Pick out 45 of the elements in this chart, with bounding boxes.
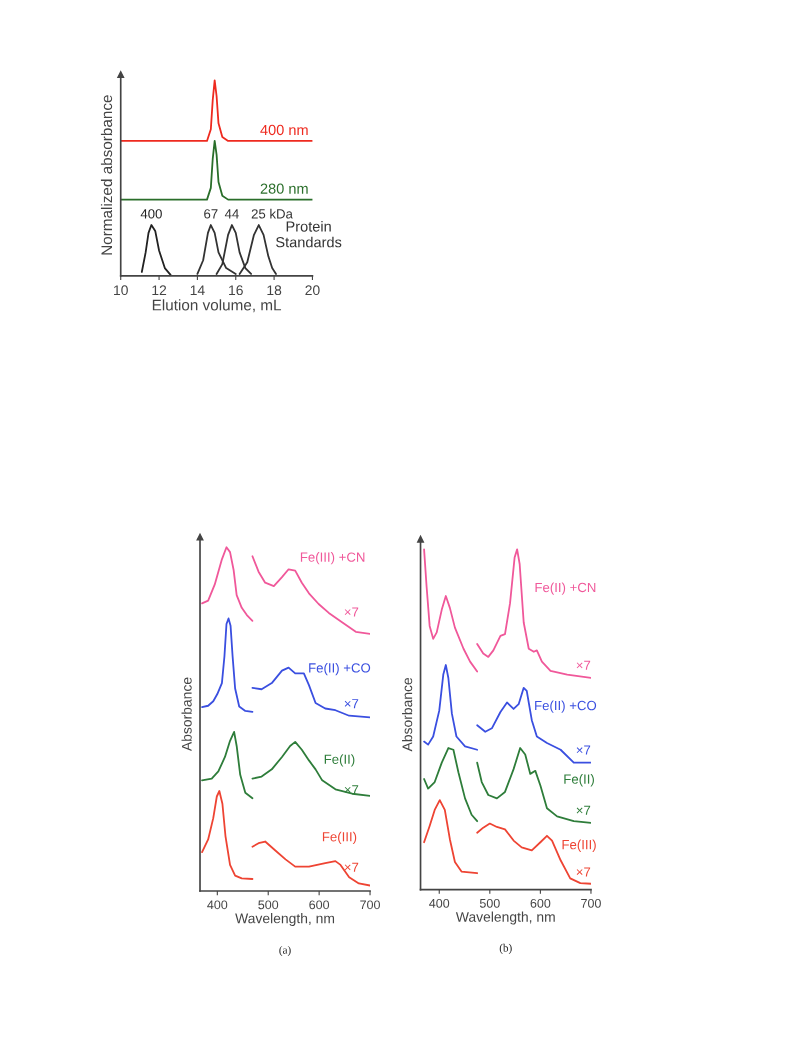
annotation: ×7	[344, 785, 359, 795]
x-tick-label: 700	[360, 900, 380, 910]
series-label: 400 nm	[260, 124, 308, 136]
x-axis-title: Elution volume, mL	[152, 299, 282, 313]
x-tick-label: 600	[530, 898, 551, 908]
x-tick-label: 10	[114, 285, 128, 296]
annotation: ×7	[576, 745, 591, 755]
x-tick-label: 700	[581, 898, 601, 908]
series-label: 67	[204, 209, 218, 219]
series-label: Fe(III)	[322, 831, 357, 845]
x-tick-label: 500	[479, 898, 500, 908]
x-tick-label: 18	[267, 285, 282, 296]
series-label: 44	[224, 209, 239, 219]
x-tick-label: 16	[229, 285, 243, 296]
series-label: 400	[140, 209, 162, 219]
x-tick-label: 12	[152, 285, 167, 295]
x-tick-label: 400	[207, 900, 228, 910]
text: (a)	[279, 945, 291, 956]
y-axis-title: Normalized absorbance	[100, 95, 113, 255]
x-axis-title: Wavelength, nm	[455, 911, 555, 925]
annotation: ×7	[344, 699, 359, 709]
series-label: 280 nm	[260, 183, 308, 194]
series-label: Fe(II) +CO	[535, 700, 597, 713]
series-label: Fe(II) +CO	[309, 662, 371, 676]
series-label: Fe(III)	[562, 839, 596, 852]
x-tick-label: 600	[309, 900, 330, 910]
annotation: ×7	[576, 660, 591, 670]
annotation: ×7	[344, 607, 359, 617]
x-tick-label: 14	[190, 285, 205, 295]
series-label: Fe(II)	[324, 754, 355, 767]
y-axis-title: Absorbance	[402, 677, 413, 752]
text: (b)	[499, 943, 512, 954]
annotation: ×7	[576, 805, 591, 815]
annotation: ×7	[344, 862, 359, 872]
series-label: Fe(II) +CN	[535, 582, 596, 595]
annotation: ×7	[576, 867, 591, 877]
y-axis-title: Absorbance	[181, 677, 192, 752]
series-label: 25 kDa	[251, 208, 293, 219]
x-tick-label: 20	[305, 285, 320, 296]
series-label: Fe(III) +CN	[300, 552, 365, 565]
annotation: Protein Standards	[276, 220, 342, 248]
series-label: Fe(II)	[564, 774, 594, 787]
x-tick-label: 400	[429, 898, 450, 908]
x-axis-title: Wavelength, nm	[235, 913, 335, 927]
x-tick-label: 500	[258, 900, 279, 910]
